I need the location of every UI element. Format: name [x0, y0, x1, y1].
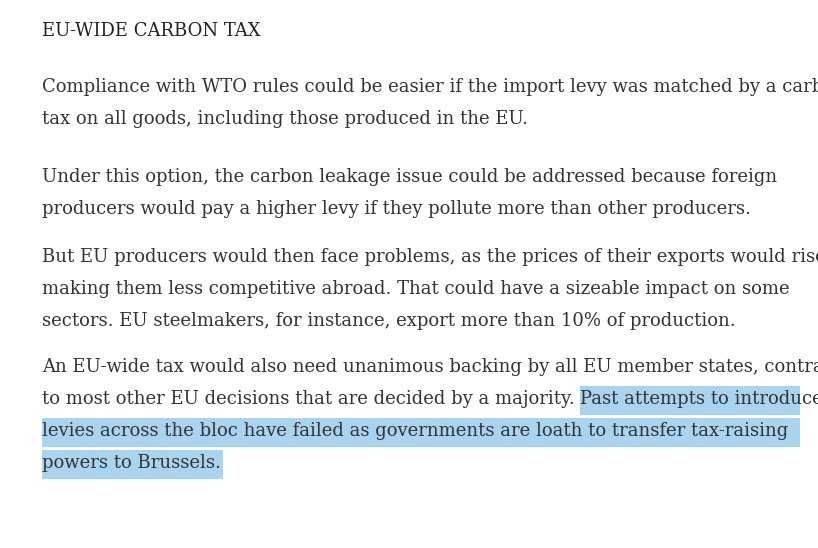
Text: powers to Brussels.: powers to Brussels.	[42, 454, 221, 472]
Text: Compliance with WTO rules could be easier if the import levy was matched by a ca: Compliance with WTO rules could be easie…	[42, 78, 818, 96]
Text: making them less competitive abroad. That could have a sizeable impact on some: making them less competitive abroad. Tha…	[42, 280, 789, 298]
Text: Under this option, the carbon leakage issue could be addressed because foreign: Under this option, the carbon leakage is…	[42, 168, 777, 186]
FancyBboxPatch shape	[42, 418, 800, 447]
Text: sectors. EU steelmakers, for instance, export more than 10% of production.: sectors. EU steelmakers, for instance, e…	[42, 312, 735, 330]
Text: An EU-wide tax would also need unanimous backing by all EU member states, contra: An EU-wide tax would also need unanimous…	[42, 358, 818, 376]
Text: EU-WIDE CARBON TAX: EU-WIDE CARBON TAX	[42, 22, 261, 40]
Text: producers would pay a higher levy if they pollute more than other producers.: producers would pay a higher levy if the…	[42, 200, 751, 218]
Text: to most other EU decisions that are decided by a majority.: to most other EU decisions that are deci…	[42, 390, 581, 408]
Text: But EU producers would then face problems, as the prices of their exports would : But EU producers would then face problem…	[42, 248, 818, 266]
FancyBboxPatch shape	[581, 386, 800, 415]
Text: levies across the bloc have failed as governments are loath to transfer tax-rais: levies across the bloc have failed as go…	[42, 422, 789, 440]
FancyBboxPatch shape	[42, 450, 223, 480]
Text: tax on all goods, including those produced in the EU.: tax on all goods, including those produc…	[42, 110, 528, 128]
Text: to most other EU decisions that are decided by a majority.: to most other EU decisions that are deci…	[42, 390, 581, 408]
Text: Past attempts to introduce: Past attempts to introduce	[581, 390, 818, 408]
